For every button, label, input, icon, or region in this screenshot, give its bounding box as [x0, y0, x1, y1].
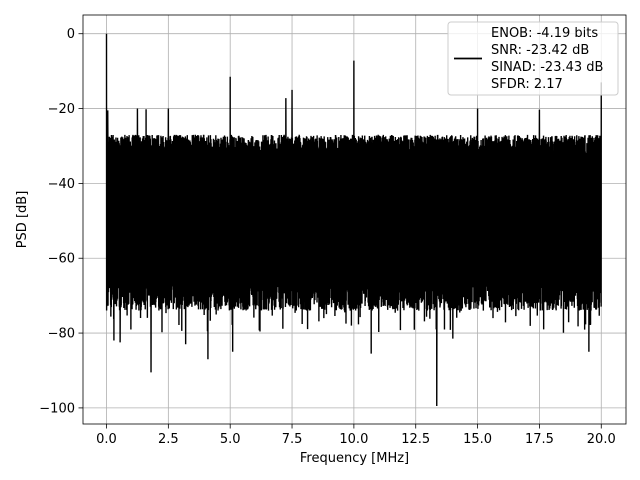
plot-area	[105, 33, 602, 407]
axes-frame	[82, 14, 627, 425]
legend-entry-sinad: SINAD: -23.43 dB	[491, 60, 603, 75]
x-tick-label: 15.0	[463, 432, 492, 447]
legend-box	[447, 21, 619, 96]
x-tick-label: 5.0	[220, 432, 241, 447]
y-tick-label: −80	[48, 327, 75, 342]
x-tick-label: 2.5	[158, 432, 179, 447]
y-axis-ticks: 0 −20 −40 −60 −80 −100	[39, 27, 83, 416]
x-tick-label: 12.5	[401, 432, 430, 447]
legend-entry-snr: SNR: -23.42 dB	[491, 43, 589, 58]
x-tick-label: 20.0	[587, 432, 616, 447]
x-axis-label: Frequency [MHz]	[300, 451, 409, 466]
legend-entry-enob: ENOB: -4.19 bits	[491, 26, 598, 41]
y-tick-label: −40	[48, 177, 75, 192]
x-tick-label: 17.5	[525, 432, 554, 447]
x-tick-label: 10.0	[339, 432, 368, 447]
y-axis-label: PSD [dB]	[15, 191, 30, 249]
x-axis-ticks: 0.0 2.5 5.0 7.5 10.0 12.5 15.0 17.5 20.0	[96, 424, 616, 447]
y-tick-label: 0	[67, 27, 75, 42]
x-tick-label: 7.5	[282, 432, 303, 447]
legend-entry-sfdr: SFDR: 2.17	[491, 77, 563, 92]
y-tick-label: −100	[39, 401, 75, 416]
psd-series-line	[105, 33, 602, 407]
x-tick-label: 0.0	[96, 432, 117, 447]
y-tick-label: −60	[48, 252, 75, 267]
legend: ENOB: -4.19 bits SNR: -23.42 dB SINAD: -…	[447, 21, 619, 96]
y-tick-label: −20	[48, 102, 75, 117]
